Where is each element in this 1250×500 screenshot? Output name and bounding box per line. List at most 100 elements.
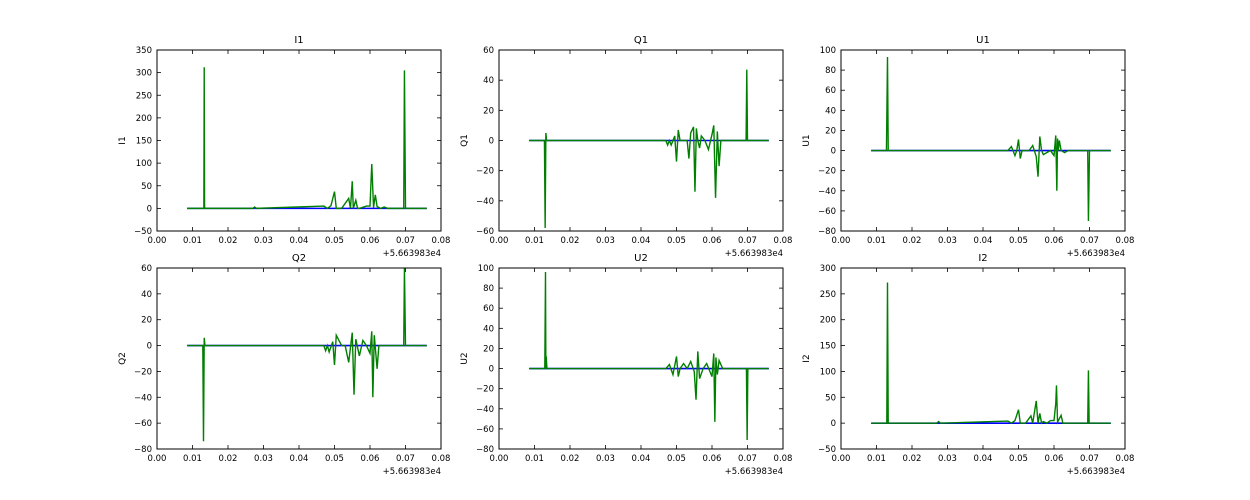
x-tick-label: 0.06: [361, 454, 380, 464]
x-tick-label: 0.07: [738, 454, 757, 464]
y-tick-label: −80: [476, 445, 494, 455]
x-tick-label: 0.08: [774, 236, 793, 246]
series-line-green: [871, 57, 1111, 221]
x-tick-label: 0.07: [1080, 454, 1099, 464]
y-tick-label: −50: [818, 445, 836, 455]
x-tick-label: 0.03: [596, 236, 615, 246]
y-tick-label: −40: [818, 187, 836, 197]
x-tick-label: 0.00: [832, 454, 851, 464]
subplot-i1: 0.00 0.01 0.02 0.03 0.04 0.05 0.06 0.07 0.08 −50 0…: [118, 35, 450, 259]
x-offset-label: +5.663983e4: [725, 249, 783, 259]
series-line-green: [871, 282, 1111, 425]
subplot-q2: 0.00 0.01 0.02 0.03 0.04 0.05 0.06 0.07 0.08 −80 −…: [118, 253, 450, 477]
y-tick-label: 200: [136, 114, 152, 124]
x-tick-label: 0.02: [903, 236, 922, 246]
y-axis-label: U1: [802, 134, 812, 146]
x-tick-label: 0.08: [774, 454, 793, 464]
y-tick-label: 0: [831, 147, 836, 157]
y-tick-label: 20: [483, 106, 494, 116]
y-tick-label: −40: [476, 197, 494, 207]
x-tick-label: 0.04: [974, 454, 993, 464]
x-tick-label: 0.00: [148, 236, 167, 246]
y-tick-label: 350: [136, 46, 152, 56]
y-axis-label: U2: [460, 352, 470, 364]
y-tick-label: 250: [136, 91, 152, 101]
y-tick-label: 40: [141, 290, 152, 300]
x-tick-label: 0.06: [1045, 454, 1064, 464]
x-tick-label: 0.02: [561, 454, 580, 464]
subplot-u1: 0.00 0.01 0.02 0.03 0.04 0.05 0.06 0.07 0.08 −80 −…: [802, 35, 1134, 259]
series-line-green: [187, 67, 427, 210]
chart-title: U2: [634, 253, 648, 264]
x-tick-label: 0.07: [396, 454, 415, 464]
x-tick-label: 0.06: [361, 236, 380, 246]
subplot-u2: 0.00 0.01 0.02 0.03 0.04 0.05 0.06 0.07 0.08 −80 −…: [460, 253, 792, 477]
x-tick-label: 0.00: [490, 236, 509, 246]
y-tick-label: 60: [141, 264, 152, 274]
y-tick-label: 60: [825, 86, 836, 96]
y-tick-label: 20: [825, 126, 836, 136]
chart-title: U1: [976, 35, 990, 46]
x-tick-label: 0.04: [632, 236, 651, 246]
y-tick-label: −60: [476, 425, 494, 435]
axes-frame: [156, 49, 442, 232]
subplot-i2: 0.00 0.01 0.02 0.03 0.04 0.05 0.06 0.07 0.08 −50 0…: [802, 253, 1134, 477]
y-tick-label: −60: [134, 419, 152, 429]
y-tick-label: −80: [818, 227, 836, 237]
y-tick-label: 40: [483, 76, 494, 86]
chart-title: Q2: [292, 253, 306, 264]
y-tick-label: 60: [483, 46, 494, 56]
x-offset-label: +5.663983e4: [725, 467, 783, 477]
x-tick-label: 0.04: [974, 236, 993, 246]
y-axis-label: I2: [802, 354, 812, 362]
x-tick-label: 0.08: [432, 454, 451, 464]
x-tick-label: 0.00: [490, 454, 509, 464]
subplot-q1: 0.00 0.01 0.02 0.03 0.04 0.05 0.06 0.07 0.08 −60 −…: [460, 35, 792, 259]
x-tick-label: 0.01: [183, 236, 202, 246]
x-tick-label: 0.05: [325, 454, 344, 464]
x-tick-label: 0.01: [525, 454, 544, 464]
y-tick-label: 50: [825, 393, 836, 403]
x-offset-label: +5.663983e4: [383, 249, 441, 259]
x-tick-label: 0.03: [938, 454, 957, 464]
y-tick-label: 250: [820, 290, 836, 300]
y-tick-label: 20: [483, 344, 494, 354]
y-tick-label: −20: [818, 167, 836, 177]
y-tick-label: −60: [476, 227, 494, 237]
y-tick-label: 0: [489, 365, 494, 375]
y-tick-label: 50: [141, 182, 152, 192]
y-tick-label: −50: [134, 227, 152, 237]
y-tick-label: −40: [476, 405, 494, 415]
y-tick-label: 0: [147, 204, 152, 214]
y-tick-label: −20: [476, 167, 494, 177]
x-tick-label: 0.00: [832, 236, 851, 246]
x-tick-label: 0.08: [1116, 236, 1135, 246]
x-tick-label: 0.01: [867, 236, 886, 246]
x-tick-label: 0.05: [667, 454, 686, 464]
series-line-green: [529, 272, 769, 440]
y-tick-label: −40: [134, 393, 152, 403]
y-tick-label: −20: [134, 367, 152, 377]
y-tick-label: 100: [136, 159, 152, 169]
x-tick-label: 0.06: [1045, 236, 1064, 246]
x-tick-label: 0.02: [561, 236, 580, 246]
y-tick-label: 80: [483, 284, 494, 294]
series-line-green: [187, 268, 427, 442]
y-tick-label: 300: [820, 264, 836, 274]
axes-frame: [156, 267, 442, 450]
y-axis-label: Q2: [118, 352, 128, 365]
x-tick-label: 0.01: [525, 236, 544, 246]
y-axis-label: Q1: [460, 134, 470, 147]
x-tick-label: 0.01: [867, 454, 886, 464]
y-tick-label: 40: [825, 106, 836, 116]
y-tick-label: 80: [825, 66, 836, 76]
axes-frame: [840, 49, 1126, 232]
y-tick-label: 0: [831, 419, 836, 429]
y-tick-label: 0: [489, 137, 494, 147]
chart-title: I2: [978, 253, 987, 264]
x-tick-label: 0.04: [290, 454, 309, 464]
x-offset-label: +5.663983e4: [383, 467, 441, 477]
y-tick-label: 40: [483, 324, 494, 334]
y-tick-label: 100: [820, 367, 836, 377]
